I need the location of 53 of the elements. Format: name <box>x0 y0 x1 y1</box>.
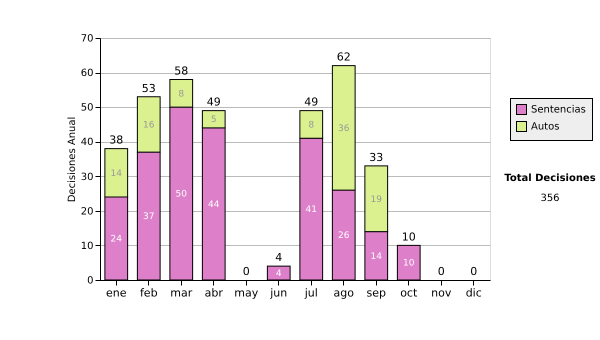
total-label: 62 <box>336 50 351 64</box>
legend-label: Autos <box>531 122 560 132</box>
total-label: 58 <box>174 64 188 78</box>
x-tick-label: oct <box>400 286 418 300</box>
data-label: 41 <box>306 205 317 216</box>
data-label: 50 <box>176 190 188 200</box>
x-tick-label: jun <box>269 286 288 300</box>
data-label: 8 <box>308 120 314 130</box>
total-label: 38 <box>109 134 124 147</box>
total-label: 10 <box>402 230 416 244</box>
x-tick-label: sep <box>366 286 386 300</box>
data-label: 24 <box>110 234 122 245</box>
total-label: 0 <box>470 265 478 278</box>
y-axis-title: Decisiones Anual <box>66 116 78 202</box>
y-tick-label: 50 <box>80 102 94 114</box>
x-tick-label: nov <box>431 286 452 300</box>
data-label: 37 <box>143 212 154 222</box>
x-tick-label: ago <box>334 286 354 300</box>
total-label: 49 <box>304 96 318 109</box>
total-label: 0 <box>438 265 445 278</box>
y-tick-label: 60 <box>80 68 94 80</box>
total-label: 49 <box>206 96 221 109</box>
data-label: 26 <box>338 231 350 242</box>
x-tick-label: feb <box>140 286 158 300</box>
x-tick-label: abr <box>204 286 224 300</box>
data-label: 44 <box>208 200 220 210</box>
y-tick-label: 30 <box>80 172 94 183</box>
total-label: 4 <box>275 251 282 264</box>
data-label: 16 <box>143 120 155 130</box>
total-label: 0 <box>242 265 250 278</box>
data-label: 19 <box>370 194 382 205</box>
data-label: 36 <box>338 124 350 134</box>
data-label: 5 <box>210 115 217 126</box>
legend-label: Sentencias <box>531 104 586 116</box>
y-tick-label: 0 <box>87 276 94 286</box>
x-tick-label: may <box>234 286 259 300</box>
y-tick-label: 10 <box>80 240 94 252</box>
text: 356 <box>540 193 560 204</box>
data-label: 10 <box>403 258 415 269</box>
x-tick-label: jul <box>304 286 318 300</box>
total-label: 33 <box>369 150 384 164</box>
x-tick-label: dic <box>466 286 482 300</box>
data-label: 8 <box>178 89 184 100</box>
data-label: 14 <box>370 252 382 262</box>
text: Total Decisiones <box>504 173 596 184</box>
data-label: 14 <box>110 168 122 179</box>
x-tick-label: ene <box>106 286 127 300</box>
y-tick-label: 40 <box>80 137 94 148</box>
y-tick-label: 20 <box>80 206 94 218</box>
total-label: 53 <box>142 82 156 95</box>
data-label: 4 <box>276 269 282 280</box>
x-tick-label: mar <box>170 286 193 300</box>
y-tick-label: 70 <box>80 34 94 44</box>
